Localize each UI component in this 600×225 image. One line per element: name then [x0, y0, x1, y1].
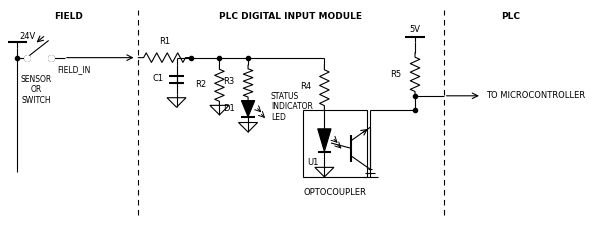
Text: TO MICROCONTROLLER: TO MICROCONTROLLER — [485, 91, 585, 100]
Text: OPTOCOUPLER: OPTOCOUPLER — [304, 188, 367, 197]
Text: FIELD_IN: FIELD_IN — [58, 65, 91, 74]
Bar — [304, 110, 367, 177]
Text: PLC DIGITAL INPUT MODULE: PLC DIGITAL INPUT MODULE — [220, 12, 362, 21]
Text: STATUS
INDICATOR
LED: STATUS INDICATOR LED — [271, 92, 313, 122]
Text: FIELD: FIELD — [54, 12, 83, 21]
Text: PLC: PLC — [501, 12, 520, 21]
Polygon shape — [241, 101, 255, 117]
Text: R5: R5 — [391, 70, 401, 79]
Text: R4: R4 — [300, 82, 311, 91]
Polygon shape — [318, 129, 331, 151]
Text: U1: U1 — [307, 158, 319, 167]
Text: 5V: 5V — [410, 25, 421, 34]
Text: SENSOR
OR
SWITCH: SENSOR OR SWITCH — [20, 75, 52, 105]
Text: R1: R1 — [159, 37, 170, 46]
Text: R2: R2 — [195, 80, 206, 89]
Text: C1: C1 — [152, 74, 163, 83]
Text: D1: D1 — [223, 104, 235, 113]
Text: R3: R3 — [223, 77, 235, 86]
Text: 24V: 24V — [19, 32, 35, 41]
